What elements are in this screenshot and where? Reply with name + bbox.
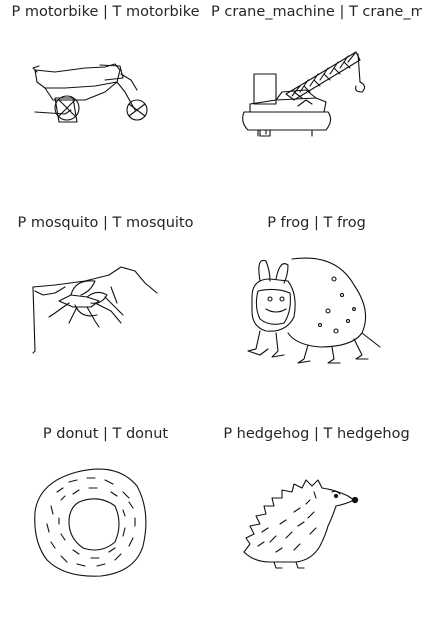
panel-hedgehog: P hedgehog | T hedgehog xyxy=(211,422,422,621)
panel-title: P crane_machine | T crane_machine xyxy=(211,4,422,20)
hedgehog-sketch-icon xyxy=(243,479,359,569)
panel-frog: P frog | T frog xyxy=(211,211,422,410)
panel-title: P donut | T donut xyxy=(42,426,169,442)
panel-title: P mosquito | T mosquito xyxy=(17,215,194,231)
panel-title: P motorbike | T motorbike xyxy=(11,4,200,20)
mosquito-sketch-icon xyxy=(32,266,158,354)
panel-title: P hedgehog | T hedgehog xyxy=(223,426,410,442)
motorbike-sketch-icon xyxy=(32,63,148,123)
panel-mosquito: P mosquito | T mosquito xyxy=(0,211,211,410)
panel-title: P frog | T frog xyxy=(267,215,366,231)
panel-donut: P donut | T donut xyxy=(0,422,211,621)
panel-crane-machine: P crane_machine | T crane_machine xyxy=(211,0,422,199)
panel-motorbike: P motorbike | T motorbike xyxy=(0,0,211,199)
donut-sketch-icon xyxy=(34,468,147,577)
crane-machine-sketch-icon xyxy=(242,51,366,137)
frog-sketch-icon xyxy=(247,257,381,364)
